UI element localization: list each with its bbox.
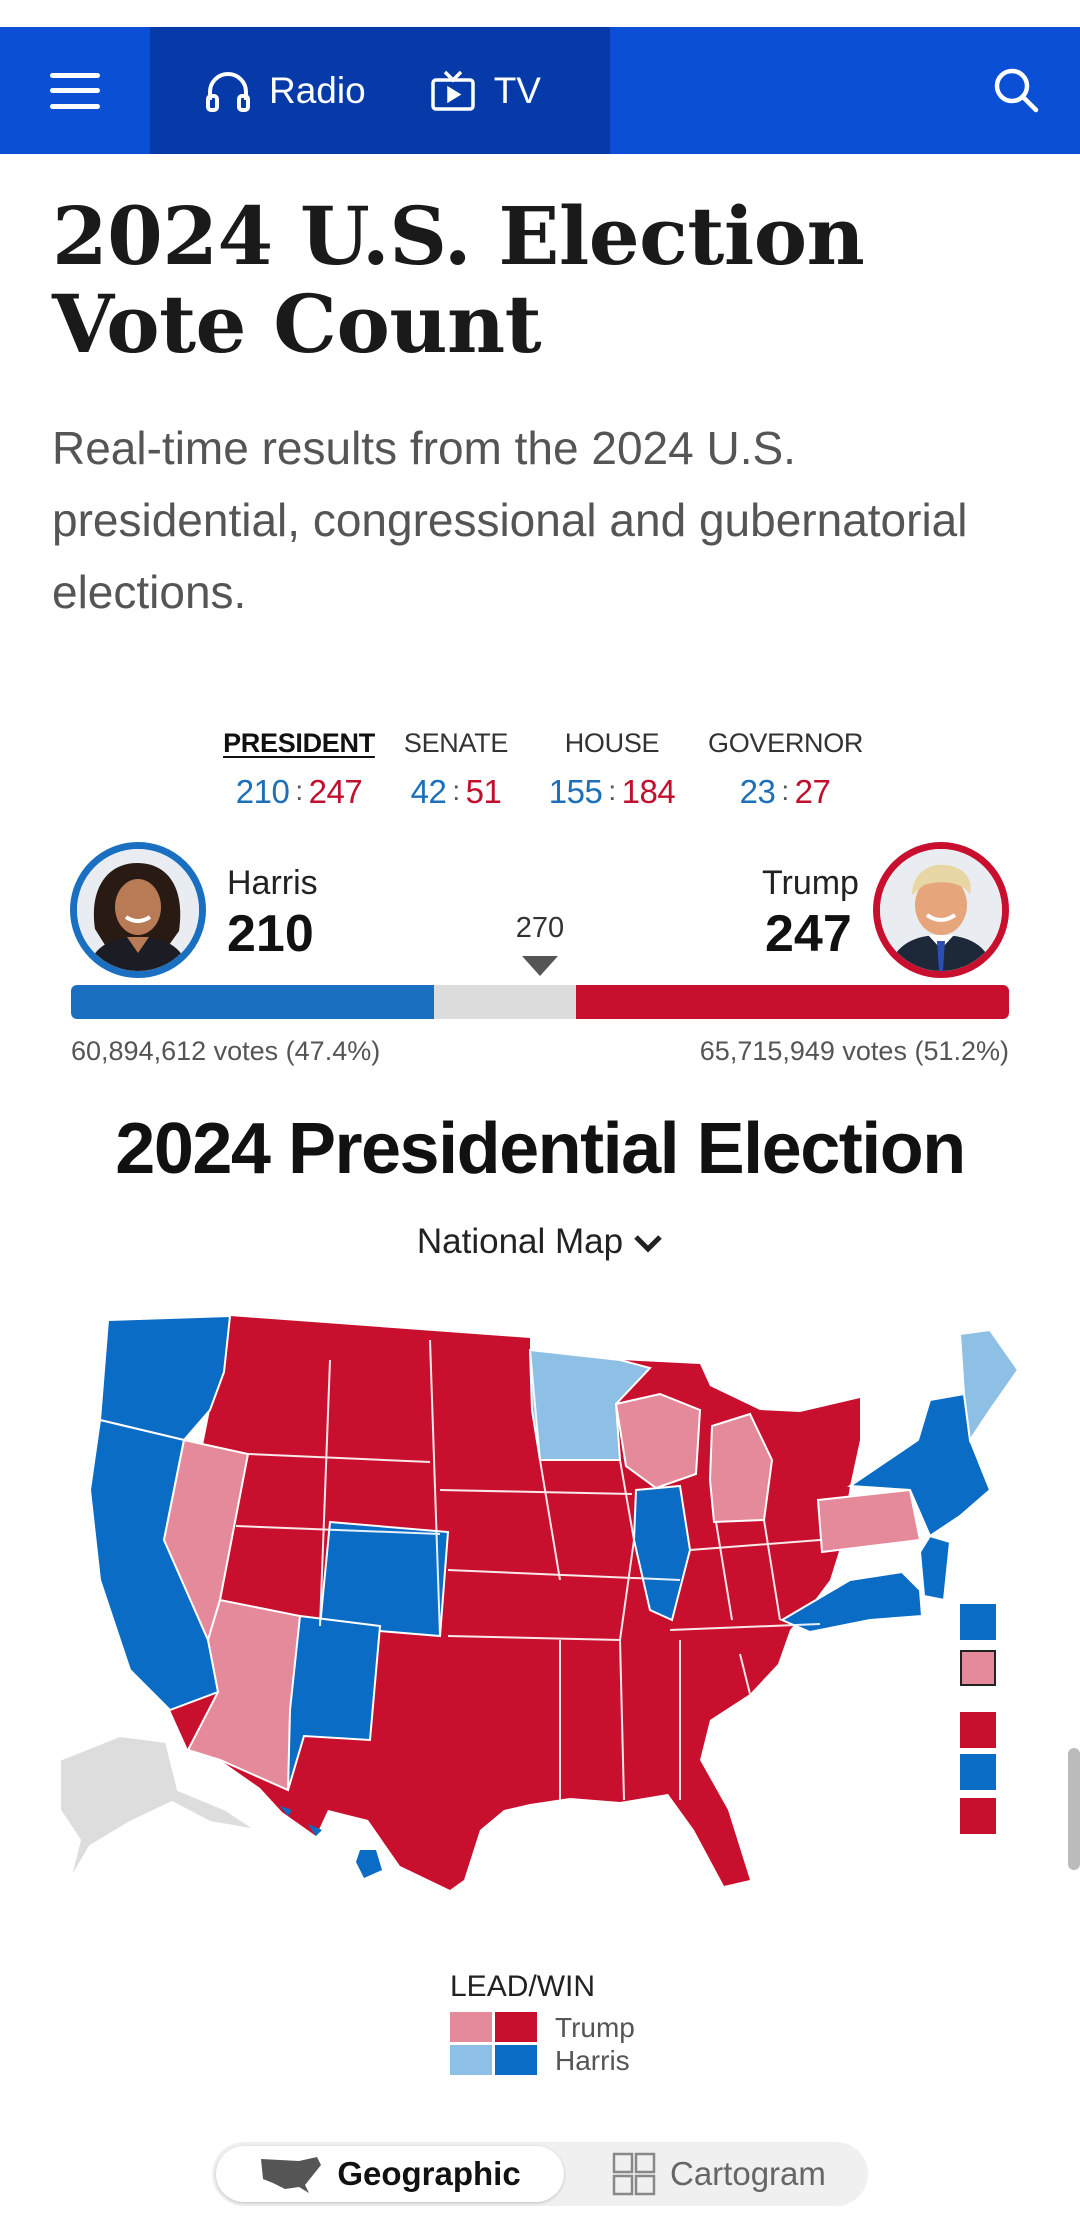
tab-senate[interactable]: SENATE 42:51 bbox=[398, 728, 514, 811]
legend-trump-label: Trump bbox=[555, 2012, 635, 2043]
menu-button[interactable] bbox=[0, 27, 150, 154]
legend-trump-lead bbox=[450, 2012, 492, 2042]
harris-name: Harris bbox=[227, 864, 318, 902]
tab-label: SENATE bbox=[403, 728, 509, 758]
page-subtitle: Real-time results from the 2024 U.S. pre… bbox=[52, 422, 968, 618]
tv-link[interactable]: TV bbox=[430, 70, 541, 112]
dem-count: 23 bbox=[739, 773, 776, 810]
geographic-label: Geographic bbox=[337, 2155, 521, 2192]
state-new-mexico[interactable] bbox=[287, 1614, 382, 1791]
map-key-trump-win-2 bbox=[960, 1798, 996, 1834]
us-electoral-map[interactable] bbox=[60, 1290, 1020, 1900]
search-icon bbox=[994, 68, 1039, 113]
map-view-label: National Map bbox=[416, 1222, 624, 1261]
grid-icon bbox=[612, 2152, 656, 2196]
us-silhouette-icon bbox=[261, 2157, 322, 2193]
chevron-down-icon bbox=[634, 1234, 662, 1253]
state-arizona[interactable] bbox=[186, 1598, 302, 1792]
tab-president[interactable]: PRESIDENT 210:247 bbox=[223, 728, 375, 810]
radio-label: Radio bbox=[269, 69, 366, 111]
state-minnesota[interactable] bbox=[528, 1348, 652, 1461]
rep-count: 184 bbox=[621, 773, 676, 810]
map-key-harris-win bbox=[960, 1604, 996, 1640]
cartogram-label: Cartogram bbox=[670, 2155, 826, 2192]
page-scrollbar[interactable] bbox=[1068, 1748, 1080, 1870]
state-northeast[interactable] bbox=[847, 1392, 992, 1538]
rep-count: 247 bbox=[308, 773, 363, 810]
trump-popular-votes: 65,715,949 votes (51.2%) bbox=[699, 1036, 1009, 1066]
media-links: Radio TV bbox=[150, 27, 610, 154]
dem-count: 210 bbox=[235, 773, 290, 810]
tab-label: HOUSE bbox=[564, 728, 660, 758]
dem-count: 42 bbox=[410, 773, 447, 810]
harris-progress-bar bbox=[71, 985, 434, 1019]
map-type-toggle: Geographic Cartogram bbox=[212, 2142, 868, 2206]
harris-electoral-votes: 210 bbox=[227, 905, 314, 963]
trump-progress-bar bbox=[576, 985, 1009, 1019]
state-hawaii[interactable] bbox=[280, 1806, 382, 1878]
map-key-trump-lead bbox=[960, 1650, 996, 1686]
trump-states[interactable] bbox=[156, 1316, 860, 1890]
tab-house[interactable]: HOUSE 155:184 bbox=[540, 728, 684, 811]
hamburger-icon bbox=[50, 72, 100, 109]
legend-harris-lead bbox=[450, 2045, 492, 2075]
state-wisconsin[interactable] bbox=[614, 1392, 702, 1490]
state-virginia[interactable] bbox=[779, 1570, 924, 1634]
headphones-icon bbox=[206, 71, 250, 112]
trump-electoral-votes: 247 bbox=[765, 905, 852, 963]
remaining-progress-bar bbox=[434, 985, 576, 1019]
map-key-trump-win bbox=[960, 1712, 996, 1748]
harris-popular-votes: 60,894,612 votes (47.4%) bbox=[71, 1036, 381, 1066]
state-alaska[interactable] bbox=[60, 1734, 257, 1881]
map-title: 2024 Presidential Election bbox=[115, 1109, 966, 1189]
state-washington-oregon[interactable] bbox=[98, 1314, 232, 1442]
legend-harris-label: Harris bbox=[555, 2045, 630, 2076]
geographic-toggle-button[interactable]: Geographic bbox=[216, 2146, 564, 2202]
state-new-jersey-delaware[interactable] bbox=[918, 1534, 952, 1602]
legend-harris-win bbox=[495, 2045, 537, 2075]
state-colorado[interactable] bbox=[318, 1520, 450, 1638]
legend-trump-win bbox=[495, 2012, 537, 2042]
tv-label: TV bbox=[493, 69, 541, 111]
search-button[interactable] bbox=[992, 66, 1040, 119]
page-title-line2: Vote Count bbox=[52, 277, 542, 371]
map-key-harris-win-2 bbox=[960, 1754, 996, 1790]
threshold-marker-icon bbox=[522, 956, 558, 976]
tab-label: PRESIDENT bbox=[223, 728, 375, 758]
map-view-dropdown[interactable]: National Map bbox=[0, 1222, 1080, 1262]
dem-count: 155 bbox=[548, 773, 603, 810]
top-navigation-bar: Radio TV bbox=[0, 27, 1080, 154]
radio-link[interactable]: Radio bbox=[205, 70, 366, 112]
cartogram-toggle-button[interactable]: Cartogram bbox=[612, 2146, 826, 2202]
state-maine[interactable] bbox=[958, 1328, 1020, 1443]
status-area bbox=[0, 0, 1080, 27]
tv-icon bbox=[430, 70, 475, 111]
legend-title: LEAD/WIN bbox=[450, 1970, 596, 2003]
page-title-line1: 2024 U.S. Election bbox=[52, 189, 865, 283]
state-pennsylvania[interactable] bbox=[816, 1488, 922, 1554]
trump-name: Trump bbox=[762, 864, 859, 902]
trump-avatar bbox=[873, 842, 1009, 978]
rep-count: 51 bbox=[465, 773, 502, 810]
win-threshold: 270 bbox=[515, 912, 565, 944]
rep-count: 27 bbox=[794, 773, 831, 810]
tab-label: GOVERNOR bbox=[708, 728, 864, 758]
tab-governor[interactable]: GOVERNOR 23:27 bbox=[708, 728, 864, 810]
page-title: 2024 U.S. Election Vote Count bbox=[52, 192, 1032, 368]
harris-avatar bbox=[70, 842, 206, 978]
